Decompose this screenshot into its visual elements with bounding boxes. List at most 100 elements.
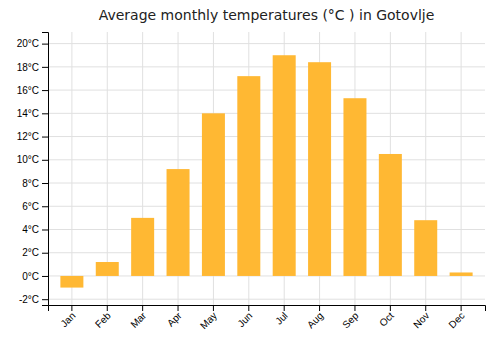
- x-tick-mark: [71, 305, 72, 311]
- x-tick: Feb: [93, 305, 113, 330]
- x-tick-label: Feb: [93, 310, 113, 330]
- grid-line-y: [48, 136, 485, 137]
- y-tick-mark: [42, 276, 48, 277]
- grid-line-x: [461, 32, 462, 305]
- grid-line-x: [71, 32, 72, 305]
- bar: [308, 62, 331, 276]
- bar: [450, 272, 473, 275]
- y-tick-mark: [42, 90, 48, 91]
- x-tick-mark: [461, 305, 462, 311]
- x-axis-line: [49, 306, 486, 312]
- bar: [343, 98, 366, 276]
- bar: [414, 220, 437, 276]
- y-tick-mark: [42, 113, 48, 114]
- x-tick: May: [198, 305, 219, 331]
- y-tick: 20°C: [17, 38, 48, 49]
- y-tick-mark: [42, 206, 48, 207]
- bar: [60, 276, 83, 288]
- x-axis: Jan Feb Mar Apr May Jun Jul Aug Sep Oct Nov Dec: [49, 305, 486, 331]
- y-tick: 12°C: [17, 131, 48, 142]
- y-axis: -2°C 0°C 2°C 4°C 6°C 8°C 10°C 12°C 14°C 16°C 18°C 2…: [17, 33, 49, 306]
- x-tick-mark: [178, 305, 179, 311]
- grid: [48, 32, 485, 305]
- x-tick-label: Sep: [340, 310, 361, 331]
- x-tick: Oct: [377, 305, 396, 329]
- x-tick: Mar: [128, 305, 148, 330]
- bar: [96, 262, 119, 276]
- y-tick-label: 20°C: [17, 38, 39, 49]
- x-tick-label: Nov: [411, 310, 431, 330]
- x-tick-label: Dec: [446, 310, 466, 330]
- y-tick: 14°C: [17, 108, 48, 119]
- x-tick-mark: [354, 305, 355, 311]
- x-tick-mark: [142, 305, 143, 311]
- bar: [273, 55, 296, 276]
- bar: [131, 218, 154, 276]
- y-tick-mark: [42, 160, 48, 161]
- y-tick-label: 0°C: [22, 271, 39, 282]
- x-tick-label: Oct: [377, 310, 396, 329]
- x-tick-label: May: [198, 310, 219, 331]
- y-tick-mark: [42, 67, 48, 68]
- x-tick-mark: [284, 305, 285, 311]
- grid-line-y: [48, 159, 485, 160]
- grid-line-y: [48, 90, 485, 91]
- x-tick: Aug: [305, 305, 325, 330]
- x-tick-mark: [319, 305, 320, 311]
- y-tick-mark: [42, 44, 48, 45]
- y-tick-label: 6°C: [22, 201, 39, 212]
- y-tick-label: 12°C: [17, 131, 39, 142]
- grid-line-y: [48, 183, 485, 184]
- y-tick-label: 10°C: [17, 154, 39, 165]
- x-tick-mark: [390, 305, 391, 311]
- grid-line-y: [48, 206, 485, 207]
- x-tick-mark: [107, 305, 108, 311]
- x-tick: Jul: [273, 305, 290, 327]
- bar: [379, 154, 402, 276]
- y-tick-label: 4°C: [22, 224, 39, 235]
- x-tick: Jan: [58, 305, 77, 329]
- y-tick-mark: [42, 229, 48, 230]
- y-tick: 18°C: [17, 62, 48, 73]
- y-tick-mark: [42, 253, 48, 254]
- y-tick: 8°C: [22, 178, 48, 189]
- grid-line-y: [48, 113, 485, 114]
- x-tick-mark: [425, 305, 426, 311]
- x-tick: Sep: [340, 305, 361, 330]
- y-tick: 6°C: [22, 201, 48, 212]
- y-tick-mark: [42, 299, 48, 300]
- x-tick-label: Jul: [273, 310, 290, 327]
- x-tick-label: Jun: [235, 310, 254, 329]
- x-tick-mark: [248, 305, 249, 311]
- y-tick-label: 14°C: [17, 108, 39, 119]
- grid-line-y: [48, 43, 485, 44]
- y-axis-line: [42, 33, 49, 306]
- y-tick-label: 8°C: [22, 178, 39, 189]
- x-tick-mark: [213, 305, 214, 311]
- y-tick-mark: [42, 137, 48, 138]
- y-tick: 4°C: [22, 224, 48, 235]
- y-tick-mark: [42, 183, 48, 184]
- y-tick: -2°C: [19, 294, 48, 305]
- y-tick: 0°C: [22, 271, 48, 282]
- y-tick-label: 16°C: [17, 85, 39, 96]
- bar: [167, 169, 190, 276]
- x-tick: Jun: [235, 305, 254, 329]
- chart: -2°C 0°C 2°C 4°C 6°C 8°C 10°C 12°C 14°C 16°C 18°C 2…: [0, 0, 500, 350]
- x-tick: Apr: [165, 305, 184, 329]
- x-tick-label: Jan: [58, 310, 77, 329]
- y-tick: 16°C: [17, 85, 48, 96]
- x-tick: Dec: [446, 305, 466, 330]
- x-tick: Nov: [411, 305, 431, 330]
- grid-line-y: [48, 299, 485, 300]
- bars: [60, 55, 472, 287]
- y-tick-label: 18°C: [17, 62, 39, 73]
- bar: [202, 113, 225, 276]
- y-tick: 10°C: [17, 154, 48, 165]
- x-tick-label: Mar: [128, 309, 148, 329]
- y-tick-label: 2°C: [22, 247, 39, 258]
- bar: [237, 76, 260, 276]
- y-tick-label: -2°C: [19, 294, 39, 305]
- title: Average monthly temperatures (°C ) in Go…: [99, 7, 435, 23]
- grid-line-y: [48, 66, 485, 67]
